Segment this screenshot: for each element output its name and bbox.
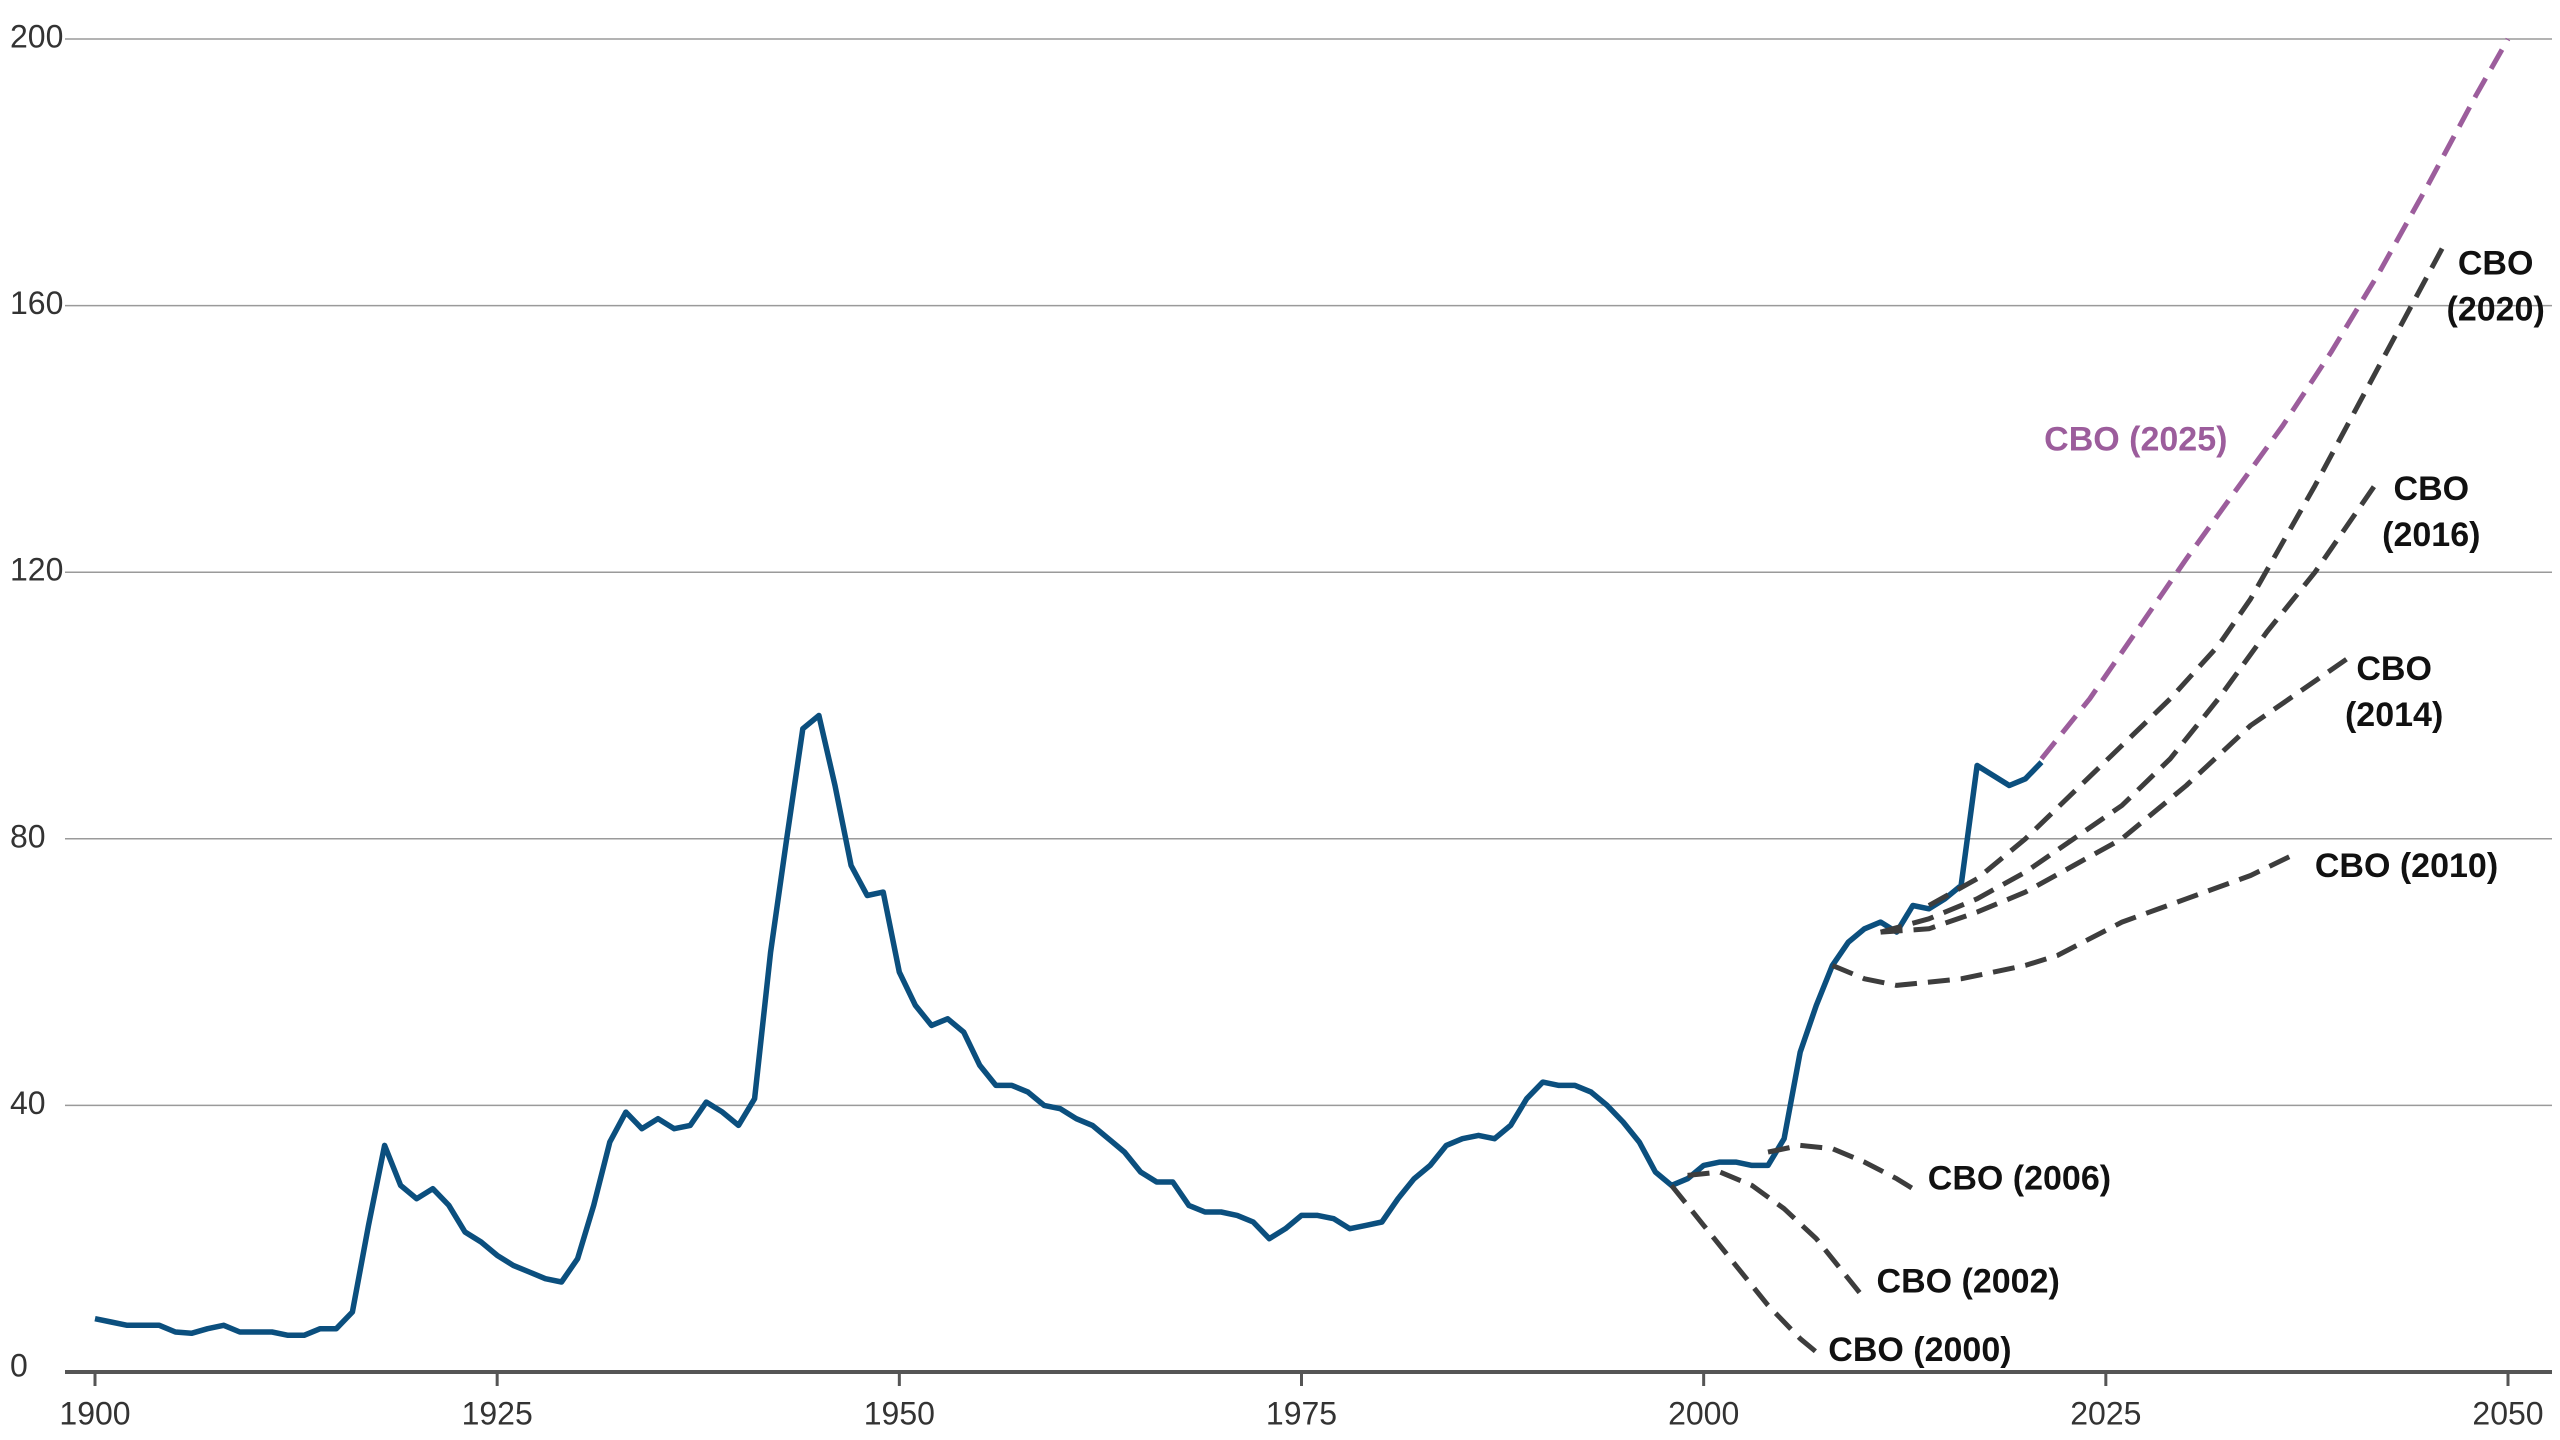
projection-line <box>1879 477 2382 935</box>
series-label-line: (2016) <box>2382 516 2480 554</box>
y-tick-label: 80 <box>10 818 46 854</box>
series-label-line: CBO <box>2394 470 2470 508</box>
projection-line <box>1927 244 2446 908</box>
series-label: CBO (2002) <box>1877 1263 2060 1301</box>
y-tick-label: 0 <box>10 1347 28 1383</box>
x-tick-label: 1975 <box>1266 1395 1337 1431</box>
y-tick-label: 120 <box>10 552 63 588</box>
x-tick-label: 1950 <box>864 1395 935 1431</box>
series-label: CBO (2014) <box>2345 650 2443 734</box>
series-label-line: CBO <box>2458 245 2534 283</box>
series-label-line: CBO <box>2356 650 2432 688</box>
projection-line <box>2039 37 2511 761</box>
projection-line <box>1687 1169 1867 1301</box>
projection-line <box>1669 1183 1818 1354</box>
x-tick-label: 2025 <box>2070 1395 2141 1431</box>
y-tick-label: 40 <box>10 1085 46 1121</box>
y-tick-label: 200 <box>10 18 63 54</box>
projection-line <box>1831 849 2300 988</box>
series-label: CBO (2006) <box>1928 1160 2111 1198</box>
series-label: CBO (2000) <box>1828 1331 2011 1369</box>
x-tick-label: 1925 <box>462 1395 533 1431</box>
series-label: CBO (2010) <box>2315 847 2498 885</box>
series-label: CBO (2016) <box>2382 470 2480 554</box>
projection-line <box>1880 656 2349 935</box>
series-label-line: (2014) <box>2345 696 2443 734</box>
series-label: CBO (2025) <box>2044 421 2227 459</box>
x-tick-label: 2050 <box>2472 1395 2543 1431</box>
x-tick-label: 1900 <box>59 1395 130 1431</box>
history-line <box>94 712 2044 1339</box>
series-label: CBO (2020) <box>2447 245 2545 329</box>
series-label-line: (2020) <box>2447 291 2545 329</box>
x-tick-label: 2000 <box>1668 1395 1739 1431</box>
y-tick-label: 160 <box>10 285 63 321</box>
projection-line <box>1767 1142 1915 1191</box>
